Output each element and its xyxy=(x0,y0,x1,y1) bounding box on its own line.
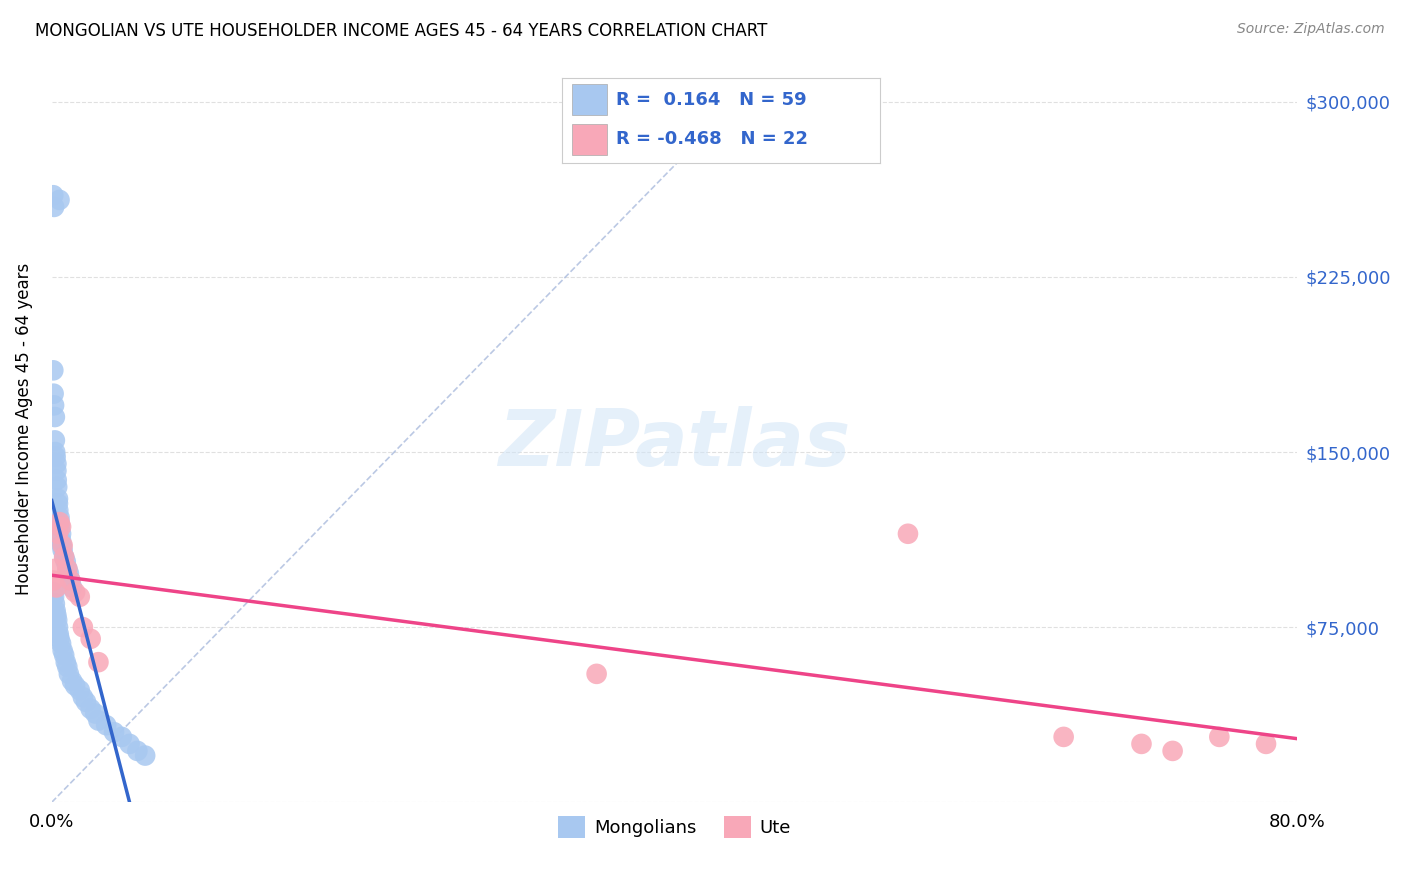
Y-axis label: Householder Income Ages 45 - 64 years: Householder Income Ages 45 - 64 years xyxy=(15,262,32,595)
Point xyxy=(48,193,70,207)
Point xyxy=(45,450,67,464)
Point xyxy=(55,655,77,669)
Point xyxy=(42,363,65,377)
Point xyxy=(52,643,75,657)
Point xyxy=(42,590,65,604)
Point xyxy=(897,526,920,541)
Point xyxy=(45,581,67,595)
Point xyxy=(63,585,86,599)
Point xyxy=(48,632,70,646)
Point xyxy=(44,597,66,611)
Point xyxy=(45,473,67,487)
Point xyxy=(53,550,76,565)
Point xyxy=(1130,737,1153,751)
Text: Source: ZipAtlas.com: Source: ZipAtlas.com xyxy=(1237,22,1385,37)
Point xyxy=(60,581,83,595)
Point xyxy=(72,620,94,634)
Legend: Mongolians, Ute: Mongolians, Ute xyxy=(551,809,799,846)
Point xyxy=(42,398,65,412)
Point xyxy=(44,410,66,425)
Point xyxy=(42,585,65,599)
Point xyxy=(44,434,66,448)
Point xyxy=(79,632,101,646)
Point xyxy=(49,520,72,534)
Point xyxy=(111,730,134,744)
Point xyxy=(87,714,110,728)
Point xyxy=(44,445,66,459)
Point xyxy=(42,386,65,401)
Point xyxy=(1254,737,1277,751)
Point xyxy=(87,655,110,669)
Point xyxy=(49,526,72,541)
Point xyxy=(84,706,107,721)
Point xyxy=(48,515,70,529)
Point xyxy=(1161,744,1184,758)
Point xyxy=(69,590,91,604)
Point xyxy=(79,702,101,716)
Point xyxy=(49,520,72,534)
Point xyxy=(42,200,65,214)
Point xyxy=(49,533,72,548)
Point xyxy=(52,543,75,558)
Point xyxy=(59,574,82,588)
Point xyxy=(56,562,79,576)
Point xyxy=(75,695,97,709)
Point xyxy=(63,679,86,693)
Point xyxy=(48,627,70,641)
Point xyxy=(585,666,607,681)
Text: ZIPatlas: ZIPatlas xyxy=(498,406,851,482)
Point xyxy=(72,690,94,705)
Point xyxy=(60,673,83,688)
Point xyxy=(56,660,79,674)
Point xyxy=(45,457,67,471)
Point xyxy=(46,480,69,494)
Point xyxy=(46,496,69,510)
Point xyxy=(58,566,80,581)
Point xyxy=(48,515,70,529)
Point xyxy=(53,648,76,663)
Point xyxy=(42,188,65,202)
Point xyxy=(1053,730,1076,744)
Point xyxy=(46,620,69,634)
Point xyxy=(45,608,67,623)
Point xyxy=(103,725,125,739)
Point xyxy=(46,613,69,627)
Point xyxy=(51,538,73,552)
Text: MONGOLIAN VS UTE HOUSEHOLDER INCOME AGES 45 - 64 YEARS CORRELATION CHART: MONGOLIAN VS UTE HOUSEHOLDER INCOME AGES… xyxy=(35,22,768,40)
Point xyxy=(69,683,91,698)
Point xyxy=(96,718,118,732)
Point xyxy=(127,744,149,758)
Point xyxy=(53,550,76,565)
Point xyxy=(45,604,67,618)
Point xyxy=(55,555,77,569)
Point xyxy=(134,748,156,763)
Point xyxy=(46,526,69,541)
Point xyxy=(49,636,72,650)
Point xyxy=(42,574,65,588)
Point xyxy=(44,562,66,576)
Point xyxy=(48,510,70,524)
Point xyxy=(59,574,82,588)
Point xyxy=(58,666,80,681)
Point xyxy=(46,503,69,517)
Point xyxy=(56,562,79,576)
Point xyxy=(52,538,75,552)
Point xyxy=(45,464,67,478)
Point xyxy=(46,491,69,506)
Point xyxy=(1208,730,1230,744)
Point xyxy=(118,737,141,751)
